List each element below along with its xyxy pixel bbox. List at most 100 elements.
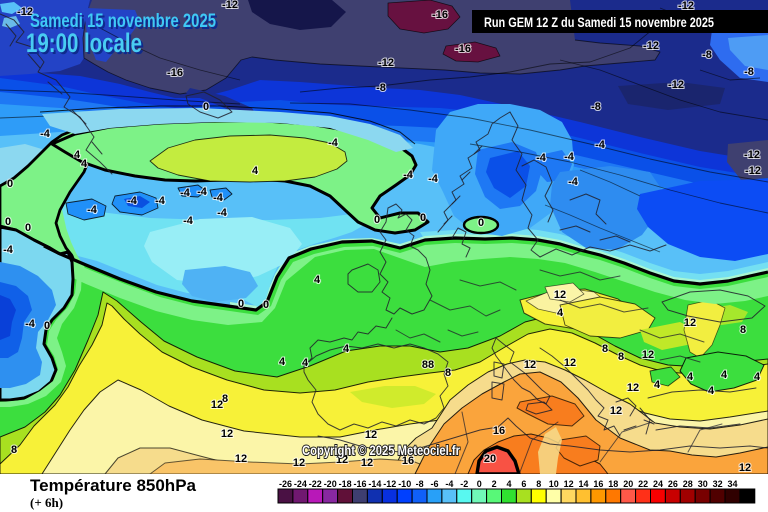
svg-text:Run GEM 12 Z du Samedi 15 nove: Run GEM 12 Z du Samedi 15 novembre 2025 bbox=[484, 15, 714, 30]
svg-text:-4: -4 bbox=[217, 207, 228, 219]
svg-text:(+ 6h): (+ 6h) bbox=[30, 495, 63, 510]
svg-text:4: 4 bbox=[252, 165, 259, 177]
svg-text:4: 4 bbox=[279, 356, 286, 368]
svg-text:-4: -4 bbox=[40, 128, 51, 140]
svg-text:8: 8 bbox=[602, 343, 608, 355]
svg-text:Température 850hPa: Température 850hPa bbox=[30, 476, 197, 495]
svg-text:-4: -4 bbox=[445, 479, 453, 489]
svg-text:20: 20 bbox=[623, 479, 633, 489]
svg-text:-12: -12 bbox=[17, 6, 33, 18]
svg-text:4: 4 bbox=[654, 379, 661, 391]
svg-text:-4: -4 bbox=[428, 173, 439, 185]
svg-text:Samedi 15 novembre 2025: Samedi 15 novembre 2025 bbox=[30, 11, 216, 32]
svg-text:30: 30 bbox=[698, 479, 708, 489]
svg-text:0: 0 bbox=[5, 216, 11, 228]
svg-text:12: 12 bbox=[739, 462, 751, 474]
svg-text:-12: -12 bbox=[378, 57, 394, 69]
svg-text:8: 8 bbox=[740, 324, 746, 336]
svg-text:12: 12 bbox=[293, 457, 305, 469]
svg-text:12: 12 bbox=[642, 349, 654, 361]
svg-text:4: 4 bbox=[506, 479, 511, 489]
svg-text:-12: -12 bbox=[643, 40, 659, 52]
svg-text:-16: -16 bbox=[353, 479, 366, 489]
svg-text:16: 16 bbox=[493, 425, 505, 437]
svg-text:0: 0 bbox=[44, 320, 50, 332]
svg-text:-4: -4 bbox=[180, 187, 191, 199]
svg-text:-8: -8 bbox=[416, 479, 424, 489]
svg-text:4: 4 bbox=[81, 158, 88, 170]
svg-text:4: 4 bbox=[314, 274, 321, 286]
svg-text:4: 4 bbox=[302, 357, 309, 369]
svg-text:12: 12 bbox=[554, 289, 566, 301]
svg-text:0: 0 bbox=[7, 178, 13, 190]
svg-text:-4: -4 bbox=[536, 152, 547, 164]
svg-text:34: 34 bbox=[727, 479, 737, 489]
svg-text:18: 18 bbox=[608, 479, 618, 489]
svg-text:0: 0 bbox=[478, 217, 484, 229]
svg-text:-14: -14 bbox=[368, 479, 381, 489]
svg-text:-10: -10 bbox=[398, 479, 411, 489]
svg-text:8: 8 bbox=[536, 479, 541, 489]
svg-text:0: 0 bbox=[263, 299, 269, 311]
svg-text:Copyright © 2025 Meteociel.fr: Copyright © 2025 Meteociel.fr bbox=[302, 442, 460, 458]
svg-text:8: 8 bbox=[11, 444, 17, 456]
svg-text:6: 6 bbox=[521, 479, 526, 489]
svg-text:0: 0 bbox=[25, 222, 31, 234]
svg-text:4: 4 bbox=[721, 369, 728, 381]
svg-text:8: 8 bbox=[618, 351, 624, 363]
svg-text:Samedi 15 novembre 2025: Samedi 15 novembre 2025 bbox=[32, 13, 218, 34]
svg-text:0: 0 bbox=[203, 101, 209, 113]
svg-text:32: 32 bbox=[713, 479, 723, 489]
svg-text:12: 12 bbox=[235, 453, 247, 465]
svg-text:4: 4 bbox=[708, 385, 715, 397]
svg-text:-4: -4 bbox=[213, 192, 224, 204]
svg-text:12: 12 bbox=[564, 357, 576, 369]
svg-text:26: 26 bbox=[668, 479, 678, 489]
svg-text:-4: -4 bbox=[3, 244, 14, 256]
svg-text:0: 0 bbox=[420, 212, 426, 224]
svg-text:-12: -12 bbox=[668, 79, 684, 91]
svg-text:24: 24 bbox=[653, 479, 663, 489]
svg-text:-8: -8 bbox=[591, 101, 601, 113]
svg-text:-8: -8 bbox=[744, 66, 754, 78]
svg-text:-4: -4 bbox=[568, 176, 579, 188]
svg-text:4: 4 bbox=[754, 371, 761, 383]
svg-text:14: 14 bbox=[578, 479, 588, 489]
svg-text:-4: -4 bbox=[403, 169, 414, 181]
svg-text:0: 0 bbox=[374, 214, 380, 226]
svg-text:0: 0 bbox=[238, 298, 244, 310]
svg-text:-4: -4 bbox=[197, 186, 208, 198]
svg-text:10: 10 bbox=[549, 479, 559, 489]
svg-text:12: 12 bbox=[361, 457, 373, 469]
svg-text:-12: -12 bbox=[383, 479, 396, 489]
svg-text:-12: -12 bbox=[678, 0, 694, 12]
svg-text:4: 4 bbox=[343, 343, 350, 355]
svg-text:2: 2 bbox=[492, 479, 497, 489]
svg-text:12: 12 bbox=[365, 429, 377, 441]
svg-text:12: 12 bbox=[336, 454, 348, 466]
svg-text:-22: -22 bbox=[309, 479, 322, 489]
svg-text:19:00 locale: 19:00 locale bbox=[28, 30, 144, 60]
svg-text:-4: -4 bbox=[25, 318, 36, 330]
svg-text:4: 4 bbox=[687, 371, 694, 383]
svg-text:12: 12 bbox=[627, 382, 639, 394]
svg-text:-16: -16 bbox=[455, 43, 471, 55]
svg-text:-18: -18 bbox=[339, 479, 352, 489]
svg-text:-8: -8 bbox=[702, 49, 712, 61]
svg-text:-16: -16 bbox=[167, 67, 183, 79]
svg-text:22: 22 bbox=[638, 479, 648, 489]
svg-text:-16: -16 bbox=[432, 9, 448, 21]
svg-text:-8: -8 bbox=[376, 82, 386, 94]
svg-text:-4: -4 bbox=[183, 215, 194, 227]
svg-text:-4: -4 bbox=[155, 195, 166, 207]
svg-text:12: 12 bbox=[221, 428, 233, 440]
svg-text:-4: -4 bbox=[87, 204, 98, 216]
svg-text:4: 4 bbox=[557, 307, 564, 319]
svg-text:20: 20 bbox=[484, 453, 496, 465]
svg-text:16: 16 bbox=[402, 455, 414, 467]
svg-text:-6: -6 bbox=[430, 479, 438, 489]
svg-text:28: 28 bbox=[683, 479, 693, 489]
svg-text:12: 12 bbox=[610, 405, 622, 417]
svg-text:8: 8 bbox=[222, 393, 228, 405]
svg-text:8: 8 bbox=[445, 367, 451, 379]
